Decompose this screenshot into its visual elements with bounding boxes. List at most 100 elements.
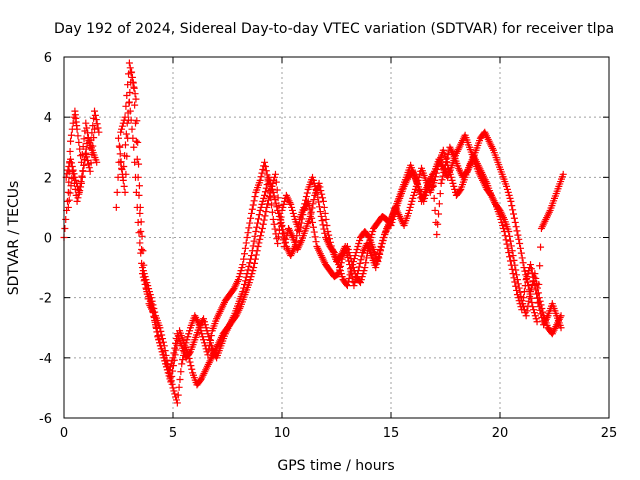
data-point [518, 254, 526, 262]
data-point [186, 349, 194, 357]
data-point [134, 218, 142, 226]
data-point [66, 189, 74, 197]
data-point [65, 178, 73, 186]
data-point [456, 187, 464, 195]
data-point [118, 122, 126, 130]
data-point [135, 160, 143, 168]
data-point [71, 185, 79, 193]
data-point [126, 107, 134, 115]
data-point [125, 59, 133, 67]
data-point [525, 286, 533, 294]
data-point [257, 232, 265, 240]
data-point [259, 220, 267, 228]
data-point [449, 150, 457, 158]
data-point [185, 350, 193, 358]
data-point [449, 179, 457, 187]
data-point [123, 92, 131, 100]
data-point [442, 155, 450, 163]
data-point [450, 182, 458, 190]
data-point [529, 303, 537, 311]
data-point [120, 182, 128, 190]
data-point [510, 214, 518, 222]
data-point [247, 252, 255, 260]
data-point [241, 280, 249, 288]
data-point [410, 191, 418, 199]
data-point [439, 172, 447, 180]
data-point [125, 98, 133, 106]
data-point [155, 335, 163, 343]
data-point [242, 239, 250, 247]
data-point [240, 255, 248, 263]
data-point [275, 212, 283, 220]
data-point [502, 236, 510, 244]
data-point [513, 291, 521, 299]
data-point [352, 276, 360, 284]
data-point [254, 243, 262, 251]
data-point [412, 182, 420, 190]
data-point [502, 180, 510, 188]
data-point [376, 250, 384, 258]
data-point [62, 215, 70, 223]
data-point [255, 179, 263, 187]
data-point [173, 399, 181, 407]
data-point [268, 201, 276, 209]
data-point [495, 210, 503, 218]
data-point [354, 243, 362, 251]
data-point [137, 249, 145, 257]
data-point [86, 167, 94, 175]
data-point [159, 335, 167, 343]
data-point [527, 261, 535, 269]
data-point [90, 134, 98, 142]
data-point [151, 317, 159, 325]
data-point [346, 271, 354, 279]
data-point [506, 194, 514, 202]
data-point [435, 210, 443, 218]
data-point [248, 247, 256, 255]
data-point [241, 250, 249, 258]
data-point [316, 250, 324, 258]
data-point [516, 244, 524, 252]
data-point [354, 267, 362, 275]
data-point [118, 125, 126, 133]
data-point [506, 257, 514, 265]
data-point [152, 321, 160, 329]
data-point [486, 189, 494, 197]
data-point [297, 238, 305, 246]
data-point [134, 138, 142, 146]
y-tick-label: 0 [44, 232, 52, 247]
data-point [201, 368, 209, 376]
data-point [363, 231, 371, 239]
data-point [523, 307, 531, 315]
data-point [543, 314, 551, 322]
data-point [404, 212, 412, 220]
data-point [200, 336, 208, 344]
data-point [516, 240, 524, 248]
data-point [372, 221, 380, 229]
data-point [225, 323, 233, 331]
data-point [406, 203, 414, 211]
data-point [528, 269, 536, 277]
data-point [117, 158, 125, 166]
data-point [512, 223, 520, 231]
data-point [299, 206, 307, 214]
data-point [352, 249, 360, 257]
data-point [239, 261, 247, 269]
data-point [533, 290, 541, 298]
data-point [357, 256, 365, 264]
data-point [508, 265, 516, 273]
data-point [514, 231, 522, 239]
data-point [533, 318, 541, 326]
data-point [316, 208, 324, 216]
data-point [131, 90, 139, 98]
data-point [515, 235, 523, 243]
data-point [88, 129, 96, 137]
data-point [536, 306, 544, 314]
data-point [535, 303, 543, 311]
data-point [434, 162, 442, 170]
data-point [168, 372, 176, 380]
data-point [267, 179, 275, 187]
data-point [265, 193, 273, 201]
data-point [156, 339, 164, 347]
data-point [443, 158, 451, 166]
data-point [432, 169, 440, 177]
